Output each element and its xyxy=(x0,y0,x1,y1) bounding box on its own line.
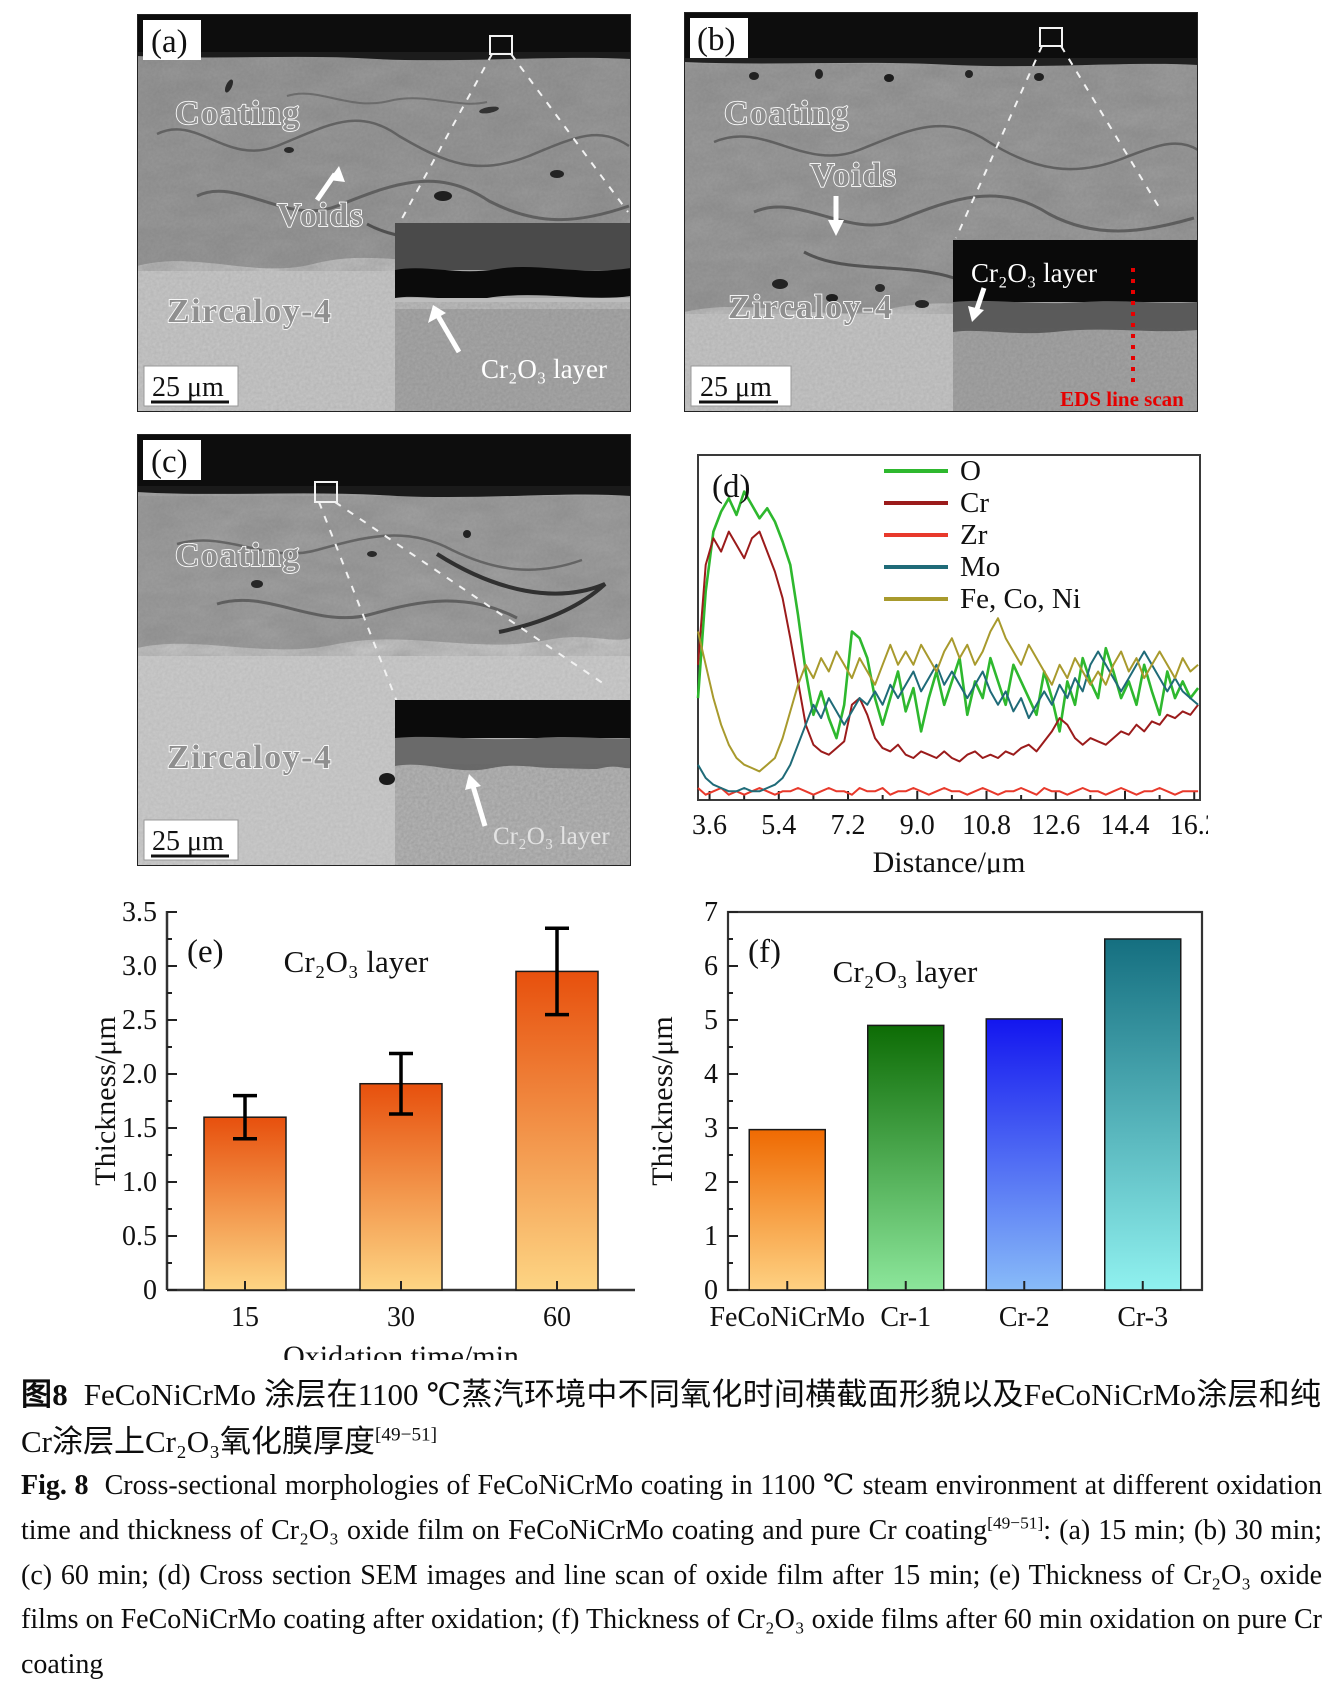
svg-text:Cr-3: Cr-3 xyxy=(1117,1302,1168,1333)
svg-text:5: 5 xyxy=(704,1005,718,1036)
svg-text:(a): (a) xyxy=(151,24,188,60)
svg-text:14.4: 14.4 xyxy=(1100,810,1149,841)
svg-text:Oxidation time/min: Oxidation time/min xyxy=(283,1340,519,1360)
scale-bar-b: 25 μm xyxy=(690,365,792,407)
svg-text:2.0: 2.0 xyxy=(122,1059,157,1090)
svg-text:Zr: Zr xyxy=(960,519,988,551)
caption-chinese: 图8 FeCoNiCrMo 涂层在1100 ℃蒸汽环境中不同氧化时间横截面形貌以及… xyxy=(21,1372,1321,1465)
svg-text:25 μm: 25 μm xyxy=(700,372,772,403)
svg-text:Cr-1: Cr-1 xyxy=(880,1302,931,1333)
zoom-callout-c xyxy=(314,481,608,703)
panel-tag-c: (c) xyxy=(143,440,201,480)
bar-chart-panel-f: 0 1 2 3 4 5 6 7 FeCoNiCrMo Cr-1 Cr-2 Cr-3 Cr₂O₃ laye… xyxy=(650,880,1208,1360)
sem-texture-b xyxy=(684,12,1198,412)
svg-text:Distance/μm: Distance/μm xyxy=(873,846,1026,874)
svg-text:16.2: 16.2 xyxy=(1170,810,1208,841)
svg-text:0.5: 0.5 xyxy=(122,1221,157,1252)
svg-text:30: 30 xyxy=(387,1302,415,1333)
svg-text:(d): (d) xyxy=(712,469,750,505)
caption-en-reference: [49−51] xyxy=(987,1513,1044,1533)
svg-text:(f): (f) xyxy=(748,934,781,970)
svg-text:Mo: Mo xyxy=(960,551,1000,583)
svg-text:3.6: 3.6 xyxy=(692,810,727,841)
svg-text:7: 7 xyxy=(704,897,718,928)
svg-text:0: 0 xyxy=(704,1275,718,1306)
svg-text:9.0: 9.0 xyxy=(900,810,935,841)
caption-en-fig-label: Fig. 8 xyxy=(21,1470,89,1501)
zoom-callout-a xyxy=(398,35,629,225)
inset-a: Cr₂O₃ layer xyxy=(395,223,631,412)
svg-text:(b): (b) xyxy=(697,22,735,58)
svg-text:25 μm: 25 μm xyxy=(152,826,224,857)
svg-text:Thickness/μm: Thickness/μm xyxy=(95,1016,122,1185)
svg-text:10.8: 10.8 xyxy=(962,810,1011,841)
coating-label: Coating xyxy=(175,537,301,574)
inset-b: Cr₂O₃ layer EDS line scan xyxy=(953,240,1198,412)
svg-text:Cr-2: Cr-2 xyxy=(999,1302,1050,1333)
line-chart-panel-d: 3.6 5.4 7.2 9.0 10.8 12.6 14.4 16.2 Distance/μm O… xyxy=(684,434,1208,874)
svg-text:FeCoNiCrMo: FeCoNiCrMo xyxy=(709,1302,865,1333)
substrate-label: Zircaloy-4 xyxy=(728,289,893,326)
voids-label: Voids xyxy=(277,197,365,234)
substrate-label: Zircaloy-4 xyxy=(167,293,332,330)
svg-text:Cr₂O₃ layer: Cr₂O₃ layer xyxy=(833,954,978,989)
svg-text:O: O xyxy=(960,455,981,487)
svg-text:15: 15 xyxy=(231,1302,259,1333)
svg-text:60: 60 xyxy=(543,1302,571,1333)
eds-line-scan-label: EDS line scan xyxy=(1060,387,1184,411)
sem-panel-a: Cr₂O₃ layer Voids Coating Zircaloy-4 (a)… xyxy=(137,14,631,412)
annotation-voids-b: Voids xyxy=(809,156,898,236)
svg-text:0: 0 xyxy=(143,1275,157,1306)
thickness-vs-time-chart: 0 0.5 1.0 1.5 2.0 2.5 3.0 3.5 15 30 60 Cr₂O₃ layer O… xyxy=(95,897,635,1360)
eds-line-scan-chart: 3.6 5.4 7.2 9.0 10.8 12.6 14.4 16.2 Distance/μm O… xyxy=(692,454,1208,874)
svg-text:3.5: 3.5 xyxy=(122,897,157,928)
sem-image-b: Cr₂O₃ layer EDS line scan Voids Coating … xyxy=(684,12,1198,412)
svg-text:12.6: 12.6 xyxy=(1031,810,1080,841)
panel-tag-b: (b) xyxy=(690,18,748,58)
svg-text:Cr₂O₃ layer: Cr₂O₃ layer xyxy=(284,944,429,979)
svg-text:1: 1 xyxy=(704,1221,718,1252)
svg-text:3.0: 3.0 xyxy=(122,951,157,982)
scale-bar-a: 25 μm xyxy=(143,365,239,407)
zoom-callout-b xyxy=(955,27,1163,239)
coating-label: Coating xyxy=(724,95,850,132)
svg-text:7.2: 7.2 xyxy=(831,810,866,841)
inset-c: Cr₂O₃ layer xyxy=(395,700,631,866)
inset-a-label: Cr₂O₃ layer xyxy=(481,354,607,384)
page: { "figure": { "panels": { "a": {"tag": "… xyxy=(21,12,1323,1681)
sem-image-c: Cr₂O₃ layer Coating Zircaloy-4 (c) 25 μm xyxy=(137,434,631,866)
svg-text:6: 6 xyxy=(704,951,718,982)
inset-b-label: Cr₂O₃ layer xyxy=(971,258,1097,288)
svg-text:1.5: 1.5 xyxy=(122,1113,157,1144)
caption-zh-reference: [49−51] xyxy=(375,1424,438,1446)
svg-text:2: 2 xyxy=(704,1167,718,1198)
scale-bar-c: 25 μm xyxy=(143,819,239,861)
sem-panel-c: Cr₂O₃ layer Coating Zircaloy-4 (c) 25 μm xyxy=(137,434,631,866)
svg-text:Thickness/μm: Thickness/μm xyxy=(650,1016,679,1185)
thickness-vs-coating-chart: 0 1 2 3 4 5 6 7 FeCoNiCrMo Cr-1 Cr-2 Cr-3 Cr₂O₃ laye… xyxy=(650,897,1204,1333)
annotation-voids-a: Voids xyxy=(276,166,365,235)
svg-text:5.4: 5.4 xyxy=(761,810,796,841)
sem-image-a: Cr₂O₃ layer Voids Coating Zircaloy-4 (a)… xyxy=(137,14,631,412)
sem-panel-b: Cr₂O₃ layer EDS line scan Voids Coating … xyxy=(684,12,1198,412)
bar-chart-panel-e: 0 0.5 1.0 1.5 2.0 2.5 3.0 3.5 15 30 60 Cr₂O₃ layer O… xyxy=(95,880,645,1360)
caption-zh-fig-label: 图8 xyxy=(21,1377,68,1412)
voids-label: Voids xyxy=(810,157,898,194)
caption-english: Fig. 8 Cross-sectional morphologies of Fe… xyxy=(21,1464,1322,1688)
svg-text:(e): (e) xyxy=(187,934,224,970)
svg-text:Fe, Co, Ni: Fe, Co, Ni xyxy=(960,583,1081,615)
panel-tag-a: (a) xyxy=(143,20,201,60)
svg-text:1.0: 1.0 xyxy=(122,1167,157,1198)
caption-en-part1: Cross-sectional morphologies of FeCoNiCr… xyxy=(21,1470,1322,1546)
svg-text:25 μm: 25 μm xyxy=(152,372,224,403)
svg-text:4: 4 xyxy=(704,1059,718,1090)
caption-zh-text: FeCoNiCrMo 涂层在1100 ℃蒸汽环境中不同氧化时间横截面形貌以及Fe… xyxy=(21,1377,1322,1459)
substrate-label: Zircaloy-4 xyxy=(167,739,332,776)
svg-text:2.5: 2.5 xyxy=(122,1005,157,1036)
svg-text:Cr: Cr xyxy=(960,487,989,519)
svg-text:(c): (c) xyxy=(151,444,188,480)
inset-c-label: Cr₂O₃ layer xyxy=(493,823,610,850)
coating-label: Coating xyxy=(175,95,301,132)
svg-text:3: 3 xyxy=(704,1113,718,1144)
